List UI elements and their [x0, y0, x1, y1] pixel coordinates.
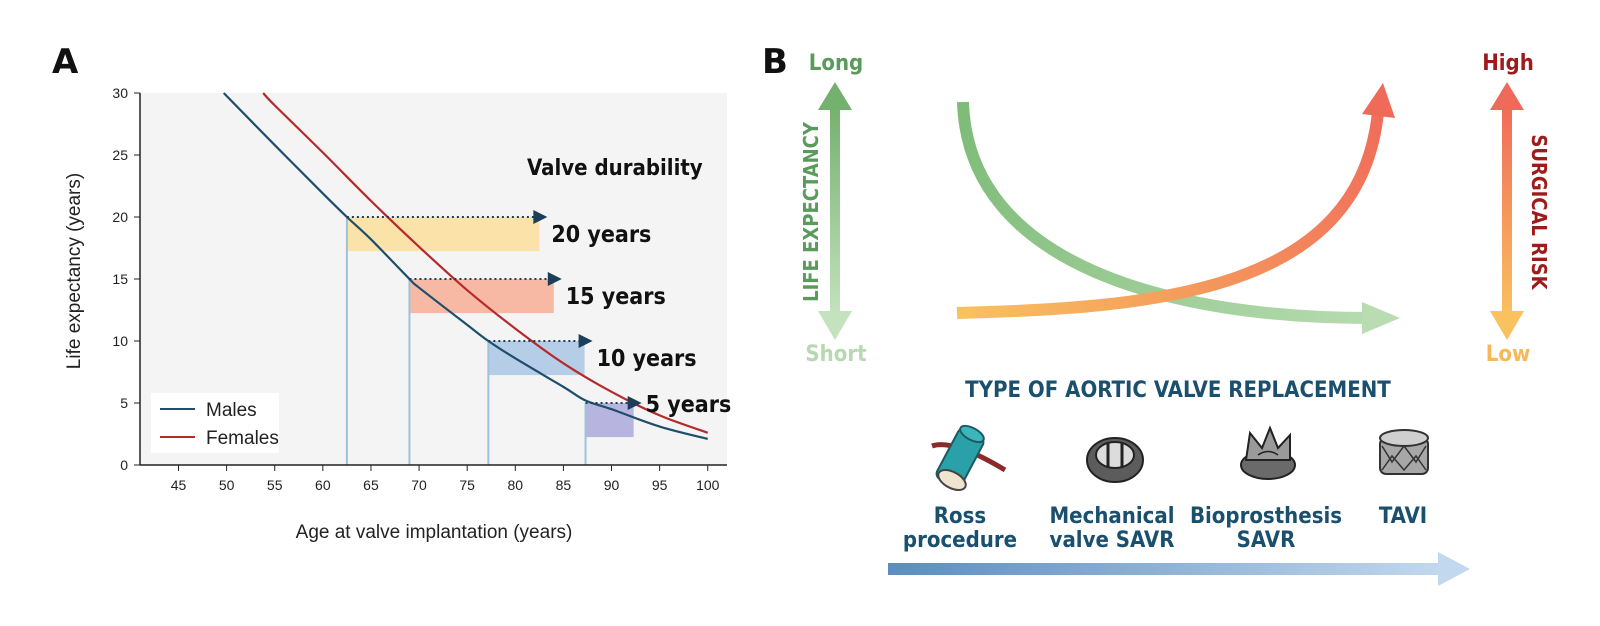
life-expectancy-long-label: Long: [809, 51, 863, 76]
surgical-risk-up-arrow: [1490, 82, 1524, 110]
valve-ross-line2: procedure: [903, 528, 1017, 553]
surgical-risk-down-arrow: [1490, 311, 1524, 340]
durability-band-10: [488, 341, 585, 376]
x-tick-label-75: 75: [459, 477, 475, 493]
life-expectancy-curve: [957, 101, 1371, 324]
chart-legend: Males Females: [151, 393, 279, 453]
x-tick-label-95: 95: [652, 477, 668, 493]
valve-bioprosthesis-line2: SAVR: [1237, 528, 1296, 553]
durability-arrowhead-10: [578, 334, 593, 348]
durability-arrowhead-5: [627, 396, 642, 410]
chart-ticks: 45 50 55 60 65 70 75 80 85 90 95 100 0 5 10 15 20 25 30: [112, 85, 719, 493]
life-expectancy-chart: 45 50 55 60 65 70 75 80 85 90 95 100 0 5 10 15 20 25 30 20…: [64, 85, 731, 543]
valve-mechanical-line1: Mechanical: [1049, 504, 1174, 529]
tavi-icon: [1379, 429, 1429, 475]
durability-label-20: 20 years: [551, 222, 651, 248]
x-axis-label: Age at valve implantation (years): [296, 522, 573, 543]
valve-progression-arrowhead: [1438, 552, 1470, 586]
x-tick-label-80: 80: [508, 477, 524, 493]
y-tick-label-30: 30: [112, 85, 128, 101]
x-tick-label-50: 50: [219, 477, 235, 493]
valve-ross-line1: Ross: [934, 504, 986, 529]
durability-arrows: [346, 210, 642, 410]
bioprosthesis-icon: [1240, 425, 1296, 480]
x-tick-label-65: 65: [363, 477, 379, 493]
life-expectancy-curve-arrowhead: [1362, 302, 1400, 334]
series-line-males: [222, 92, 709, 441]
durability-arrowhead-20: [533, 210, 548, 224]
x-tick-label-55: 55: [267, 477, 283, 493]
x-tick-label-90: 90: [604, 477, 620, 493]
valve-durability-title: Valve durability: [527, 156, 703, 181]
surgical-risk-axis-bar: [1502, 104, 1512, 316]
legend-males-label: Males: [206, 400, 257, 421]
legend-box: [151, 393, 279, 453]
x-tick-label-45: 45: [171, 477, 187, 493]
series-line-females: [262, 92, 709, 434]
durability-label-15: 15 years: [566, 284, 666, 310]
valve-tavi-line1: TAVI: [1379, 504, 1427, 529]
y-tick-label-5: 5: [120, 395, 128, 411]
ross-procedure-icon: [931, 424, 1007, 491]
life-expectancy-up-arrow: [818, 82, 852, 110]
valve-progression-arrow-shaft: [888, 563, 1443, 575]
surgical-risk-high-label: High: [1482, 51, 1534, 76]
life-expectancy-short-label: Short: [805, 342, 867, 367]
surgical-risk-axis-label: SURGICAL RISK: [1527, 134, 1551, 290]
durability-label-5: 5 years: [646, 392, 732, 418]
x-tick-label-70: 70: [411, 477, 427, 493]
panel-b-letter: B: [762, 42, 788, 82]
valve-bioprosthesis-line1: Bioprosthesis: [1190, 504, 1342, 529]
legend-females-label: Females: [206, 428, 279, 449]
y-tick-label-25: 25: [112, 147, 128, 163]
y-tick-label-10: 10: [112, 333, 128, 349]
survival-curves: [222, 92, 709, 441]
surgical-risk-curve-arrowhead: [1362, 83, 1395, 118]
surgical-risk-curve: [956, 111, 1384, 319]
durability-band-20: [346, 217, 540, 252]
x-tick-label-100: 100: [696, 477, 720, 493]
durability-band-15: [409, 279, 554, 314]
y-tick-label-0: 0: [120, 457, 128, 473]
durability-arrowhead-15: [547, 272, 562, 286]
durability-label-10: 10 years: [597, 346, 697, 372]
surgical-risk-low-label: Low: [1486, 342, 1531, 367]
life-expectancy-axis-label: LIFE EXPECTANCY: [799, 121, 823, 302]
x-tick-label-60: 60: [315, 477, 331, 493]
mechanical-valve-icon: [1086, 437, 1144, 483]
y-tick-label-20: 20: [112, 209, 128, 225]
durability-labels: 20 years 15 years 10 years 5 years: [551, 222, 731, 418]
valve-mechanical-line2: valve SAVR: [1050, 528, 1175, 553]
y-axis-label: Life expectancy (years): [64, 173, 85, 369]
y-tick-label-15: 15: [112, 271, 128, 287]
valve-type-title: TYPE OF AORTIC VALVE REPLACEMENT: [965, 378, 1391, 403]
x-tick-label-85: 85: [556, 477, 572, 493]
life-expectancy-down-arrow: [818, 311, 852, 340]
life-expectancy-axis-bar: [830, 104, 840, 316]
panel-a-letter: A: [52, 42, 79, 82]
durability-bands: [345, 217, 634, 465]
